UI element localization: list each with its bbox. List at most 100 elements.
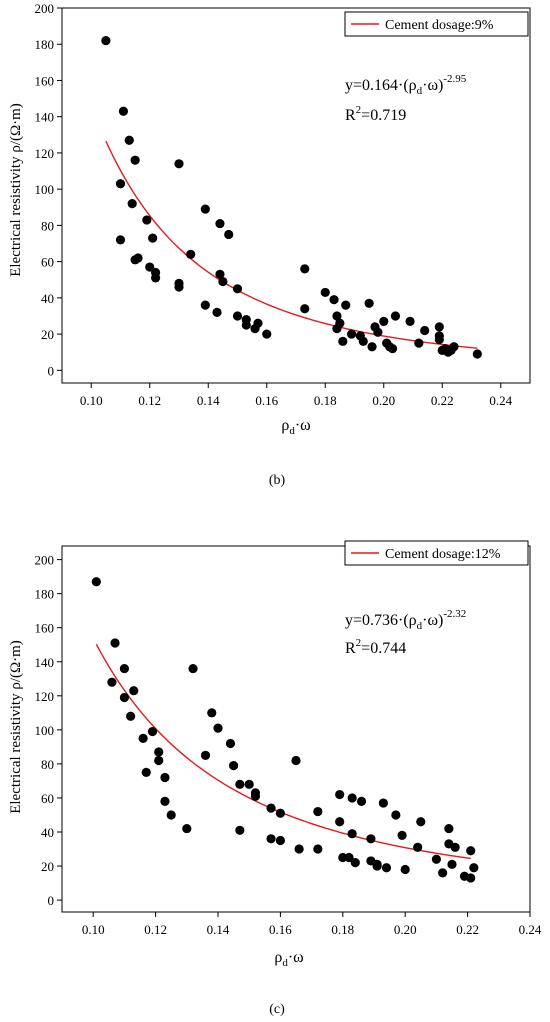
- data-point: [338, 336, 348, 346]
- data-point: [405, 316, 415, 327]
- r-squared-sup: 2: [356, 104, 362, 116]
- y-tick-label: 160: [35, 621, 55, 636]
- data-point: [347, 829, 357, 839]
- fit-equation-sub: d: [417, 620, 423, 632]
- plot-frame: [61, 545, 531, 913]
- chart-panel-c: 0.10 0.12 0.14 0.16 0.18 0.20 0.22 0.24 0 20 40 60 8…: [8, 540, 542, 1017]
- legend-label: Cement dosage:9%: [385, 18, 494, 33]
- data-point: [142, 215, 152, 225]
- data-point: [466, 873, 476, 883]
- data-point: [232, 311, 243, 321]
- data-point: [119, 663, 129, 674]
- fit-equation-sup: -2.95: [443, 73, 466, 85]
- data-point: [160, 796, 170, 806]
- data-point: [151, 267, 161, 278]
- r-squared: R2=0.744: [345, 637, 406, 657]
- data-point: [449, 342, 459, 352]
- data-point: [115, 179, 126, 189]
- data-point: [118, 106, 129, 116]
- data-point: [126, 711, 136, 721]
- data-point: [300, 264, 310, 274]
- fit-curve: [95, 643, 471, 860]
- fit-curve: [105, 140, 478, 349]
- data-point: [329, 295, 339, 305]
- data-point: [466, 846, 476, 856]
- data-point: [356, 796, 367, 806]
- data-point: [218, 276, 228, 287]
- y-tick-label: 40: [41, 825, 54, 840]
- fit-equation-mid: ·ω): [422, 77, 443, 94]
- data-point: [107, 677, 117, 687]
- y-tick-label: 180: [35, 587, 55, 602]
- y-tick-label: 0: [48, 363, 55, 378]
- data-point: [367, 342, 377, 352]
- y-tick-label: 40: [41, 291, 54, 306]
- data-point: [160, 772, 170, 783]
- data-point: [200, 300, 210, 310]
- data-point: [235, 779, 245, 789]
- fit-equation-prefix: y=0.164·(ρ: [345, 77, 417, 94]
- y-tick-label: 100: [35, 723, 55, 738]
- data-point: [397, 830, 407, 840]
- y-tick-label: 0: [48, 893, 55, 908]
- x-axis-label-sub: d: [289, 425, 295, 437]
- data-point: [350, 858, 360, 868]
- x-axis-label-sub: d: [282, 957, 288, 969]
- data-point: [364, 298, 374, 308]
- data-point: [235, 825, 245, 835]
- data-point: [213, 723, 223, 733]
- x-tick-label: 0.22: [456, 922, 479, 937]
- data-point: [379, 316, 389, 327]
- data-point: [133, 253, 143, 263]
- data-point: [229, 761, 239, 771]
- data-point: [166, 810, 176, 820]
- data-point: [387, 343, 398, 354]
- x-tick-label: 0.18: [314, 393, 337, 408]
- data-point: [414, 338, 424, 348]
- data-point: [138, 733, 148, 743]
- r-squared-sup: 2: [356, 637, 362, 649]
- data-point: [174, 278, 184, 288]
- data-point: [127, 199, 137, 209]
- plot-frame: [61, 7, 531, 384]
- data-point: [200, 750, 211, 760]
- data-point: [224, 229, 234, 240]
- data-point: [390, 311, 401, 321]
- data-point: [472, 349, 482, 359]
- data-point: [416, 817, 426, 827]
- x-axis-label-tail: ·ω: [295, 417, 311, 434]
- data-point: [241, 314, 251, 325]
- data-point: [262, 329, 272, 339]
- data-point: [391, 810, 401, 820]
- data-point: [200, 204, 210, 214]
- data-point: [182, 823, 192, 834]
- fit-equation-prefix: y=0.736·(ρ: [345, 612, 417, 629]
- data-point: [154, 755, 164, 766]
- data-point: [147, 726, 158, 737]
- x-axis-label-tail: ·ω: [288, 949, 304, 966]
- x-tick-label: 0.10: [82, 922, 105, 937]
- data-point: [119, 692, 129, 703]
- x-tick-label: 0.22: [431, 393, 454, 408]
- x-axis-label: ρd·ω: [274, 949, 303, 969]
- x-tick-label: 0.20: [372, 393, 395, 408]
- data-point: [130, 155, 140, 165]
- data-point: [300, 304, 310, 314]
- y-tick-label: 20: [41, 859, 54, 874]
- x-tick-label: 0.14: [197, 393, 220, 408]
- data-point: [420, 325, 430, 336]
- y-tick-label: 200: [35, 553, 55, 568]
- data-point: [266, 803, 276, 813]
- data-point: [450, 842, 460, 852]
- y-tick-label: 120: [35, 689, 55, 704]
- y-tick-label: 80: [41, 218, 54, 233]
- x-tick-label: 0.16: [255, 393, 278, 408]
- y-tick-label: 200: [35, 1, 55, 16]
- data-point: [253, 318, 263, 328]
- data-point: [400, 864, 410, 875]
- data-point: [266, 834, 276, 844]
- data-point: [431, 854, 441, 864]
- data-point: [225, 738, 236, 749]
- data-point: [373, 327, 383, 337]
- data-point: [188, 663, 198, 674]
